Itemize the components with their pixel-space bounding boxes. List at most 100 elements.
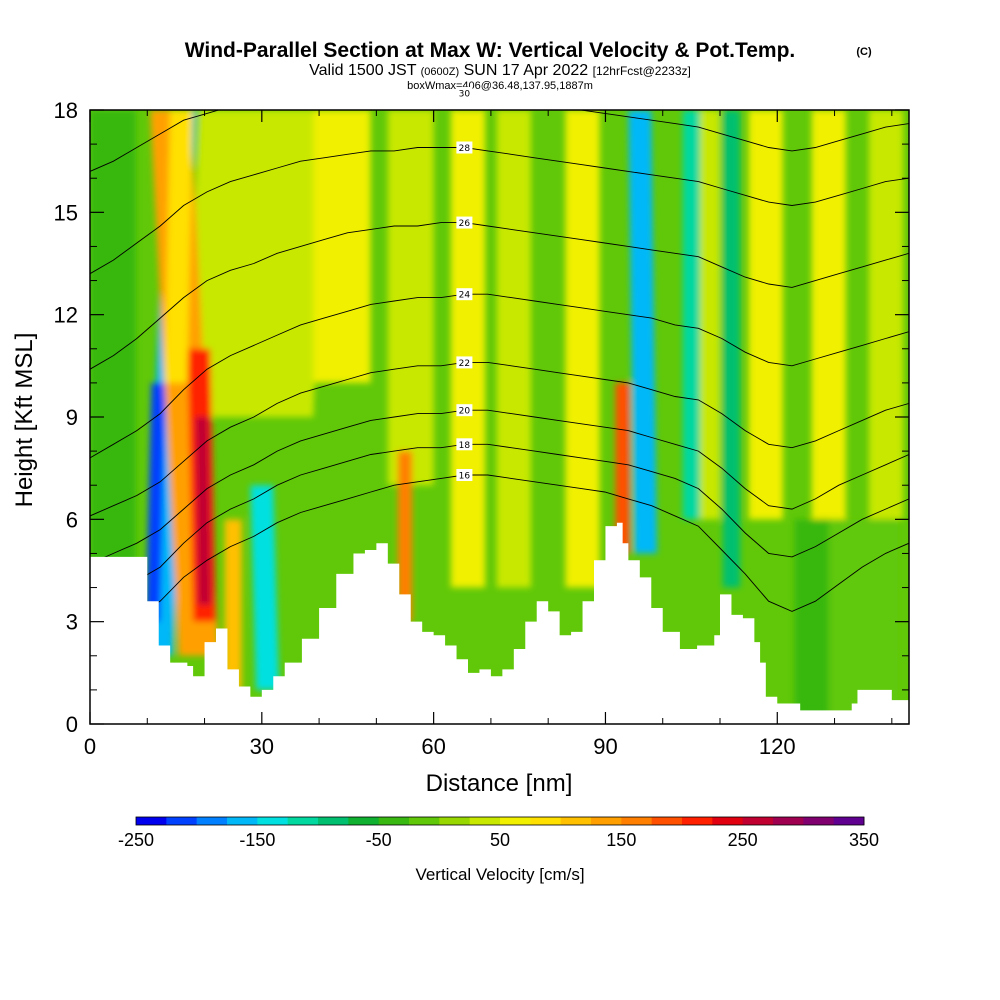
y-tick-label: 15 bbox=[54, 200, 78, 225]
contour-label-24: 24 bbox=[459, 291, 471, 301]
field-band bbox=[811, 110, 846, 520]
colorbar-swatch bbox=[530, 817, 562, 825]
field-band bbox=[565, 110, 600, 588]
x-axis: 0 30 60 90 120 bbox=[84, 110, 893, 759]
subtitle-valid-time: Valid 1500 JST bbox=[309, 62, 417, 79]
colorbar-swatch bbox=[348, 817, 380, 825]
y-tick-label: 0 bbox=[66, 712, 78, 737]
box-max-info: boxWmax=406@36.48,137.95,1887m bbox=[407, 80, 593, 92]
colorbar-label: Vertical Velocity [cm/s] bbox=[415, 865, 584, 884]
plot-area bbox=[90, 110, 909, 724]
downdraft-core bbox=[628, 110, 657, 554]
field-band bbox=[496, 110, 531, 588]
colorbar-swatch bbox=[500, 817, 531, 825]
colorbar-swatch bbox=[257, 817, 289, 825]
field-band bbox=[794, 519, 829, 724]
colorbar-swatch bbox=[439, 817, 471, 825]
colorbar-swatch bbox=[196, 817, 228, 825]
colorbar-swatch bbox=[287, 817, 319, 825]
contour-label-bg bbox=[456, 141, 473, 154]
theta-contour-22 bbox=[90, 361, 909, 517]
copyright-badge: (C) bbox=[856, 46, 872, 58]
updraft-core bbox=[195, 417, 211, 605]
theta-contour-24 bbox=[90, 293, 909, 459]
contour-label-26: 26 bbox=[459, 219, 471, 229]
x-tick-label: 90 bbox=[593, 734, 617, 759]
colorbar-swatch bbox=[378, 817, 410, 825]
theta-contour-20 bbox=[90, 409, 909, 565]
vertical-velocity-field bbox=[90, 110, 904, 724]
contour-label-bg bbox=[456, 468, 473, 481]
updraft-core bbox=[397, 451, 413, 622]
contour-label-bg bbox=[456, 288, 473, 301]
contour-label-20: 20 bbox=[459, 407, 471, 417]
colorbar-swatch bbox=[136, 817, 167, 825]
colorbar-swatch bbox=[712, 817, 744, 825]
field-band bbox=[313, 110, 371, 383]
updraft-core bbox=[224, 519, 242, 690]
field-band bbox=[748, 110, 783, 520]
chart-title: Wind-Parallel Section at Max W: Vertical… bbox=[185, 39, 796, 62]
field-band bbox=[387, 110, 434, 486]
colorbar-swatch bbox=[560, 817, 592, 825]
field-band bbox=[697, 110, 720, 520]
svg-text:Wind-Parallel Section at Max W: Wind-Parallel Section at Max W: Vertical… bbox=[185, 39, 796, 62]
colorbar-swatch bbox=[318, 817, 349, 825]
colorbar: -250 -150 -50 50 150 250 350 bbox=[118, 816, 879, 850]
contour-label-18: 18 bbox=[459, 441, 471, 451]
theta-contour-18 bbox=[90, 443, 909, 602]
colorbar-swatch bbox=[591, 817, 622, 825]
colorbar-swatch bbox=[166, 817, 198, 825]
subtitle-utc: (0600Z) bbox=[421, 66, 460, 78]
contour-label-22: 22 bbox=[459, 359, 470, 369]
colorbar-swatch bbox=[833, 817, 865, 825]
contour-label-bg bbox=[456, 356, 473, 369]
x-tick-label: 0 bbox=[84, 734, 96, 759]
colorbar-swatch bbox=[773, 817, 804, 825]
theta-contour-26 bbox=[90, 222, 909, 370]
x-tick-label: 30 bbox=[250, 734, 274, 759]
y-tick-label: 6 bbox=[66, 507, 78, 532]
colorbar-tick-label: 350 bbox=[849, 830, 879, 850]
x-tick-label: 120 bbox=[759, 734, 796, 759]
colorbar-tick-label: 50 bbox=[490, 830, 510, 850]
y-axis-label: Height [Kft MSL] bbox=[11, 333, 38, 508]
x-axis-label: Distance [nm] bbox=[426, 770, 573, 797]
contour-label-bg bbox=[456, 438, 473, 451]
colorbar-swatch bbox=[651, 817, 683, 825]
contour-label-bg bbox=[456, 216, 473, 229]
subtitle-date: SUN 17 Apr 2022 bbox=[464, 62, 589, 79]
theta-contour-30 bbox=[90, 110, 909, 172]
colorbar-swatch bbox=[621, 817, 653, 825]
y-tick-label: 3 bbox=[66, 610, 78, 635]
y-tick-label: 12 bbox=[54, 303, 78, 328]
potential-temperature-contours bbox=[90, 110, 909, 633]
theta-contour-28 bbox=[90, 147, 909, 275]
terrain-mask bbox=[90, 522, 909, 724]
colorbar-swatch bbox=[682, 817, 713, 825]
theta-contour-16 bbox=[90, 474, 909, 633]
contour-label-bg bbox=[456, 86, 473, 99]
colorbar-tick-label: -250 bbox=[118, 830, 154, 850]
contour-labels: 16 18 20 22 24 26 28 30 bbox=[456, 86, 473, 481]
field-band bbox=[187, 110, 325, 417]
contour-label-28: 28 bbox=[459, 144, 471, 154]
colorbar-swatch bbox=[409, 817, 440, 825]
colorbar-tick-label: 150 bbox=[606, 830, 636, 850]
downdraft-core bbox=[722, 110, 741, 588]
field-band bbox=[450, 110, 486, 588]
colorbar-tick-label: -150 bbox=[239, 830, 275, 850]
y-tick-label: 18 bbox=[54, 98, 78, 123]
subtitle-forecast: [12hrFcst@2233z] bbox=[593, 64, 691, 78]
downdraft-core bbox=[682, 110, 700, 520]
subtitle: Valid 1500 JST (0600Z) SUN 17 Apr 2022 [… bbox=[309, 62, 691, 79]
colorbar-swatch bbox=[803, 817, 835, 825]
contour-label-16: 16 bbox=[459, 471, 471, 481]
colorbar-swatch bbox=[469, 817, 501, 825]
downdraft-core bbox=[250, 485, 279, 690]
y-tick-label: 9 bbox=[66, 405, 78, 430]
colorbar-swatch bbox=[227, 817, 258, 825]
y-axis: 0 3 6 9 12 15 18 bbox=[54, 98, 909, 737]
x-tick-label: 60 bbox=[421, 734, 445, 759]
